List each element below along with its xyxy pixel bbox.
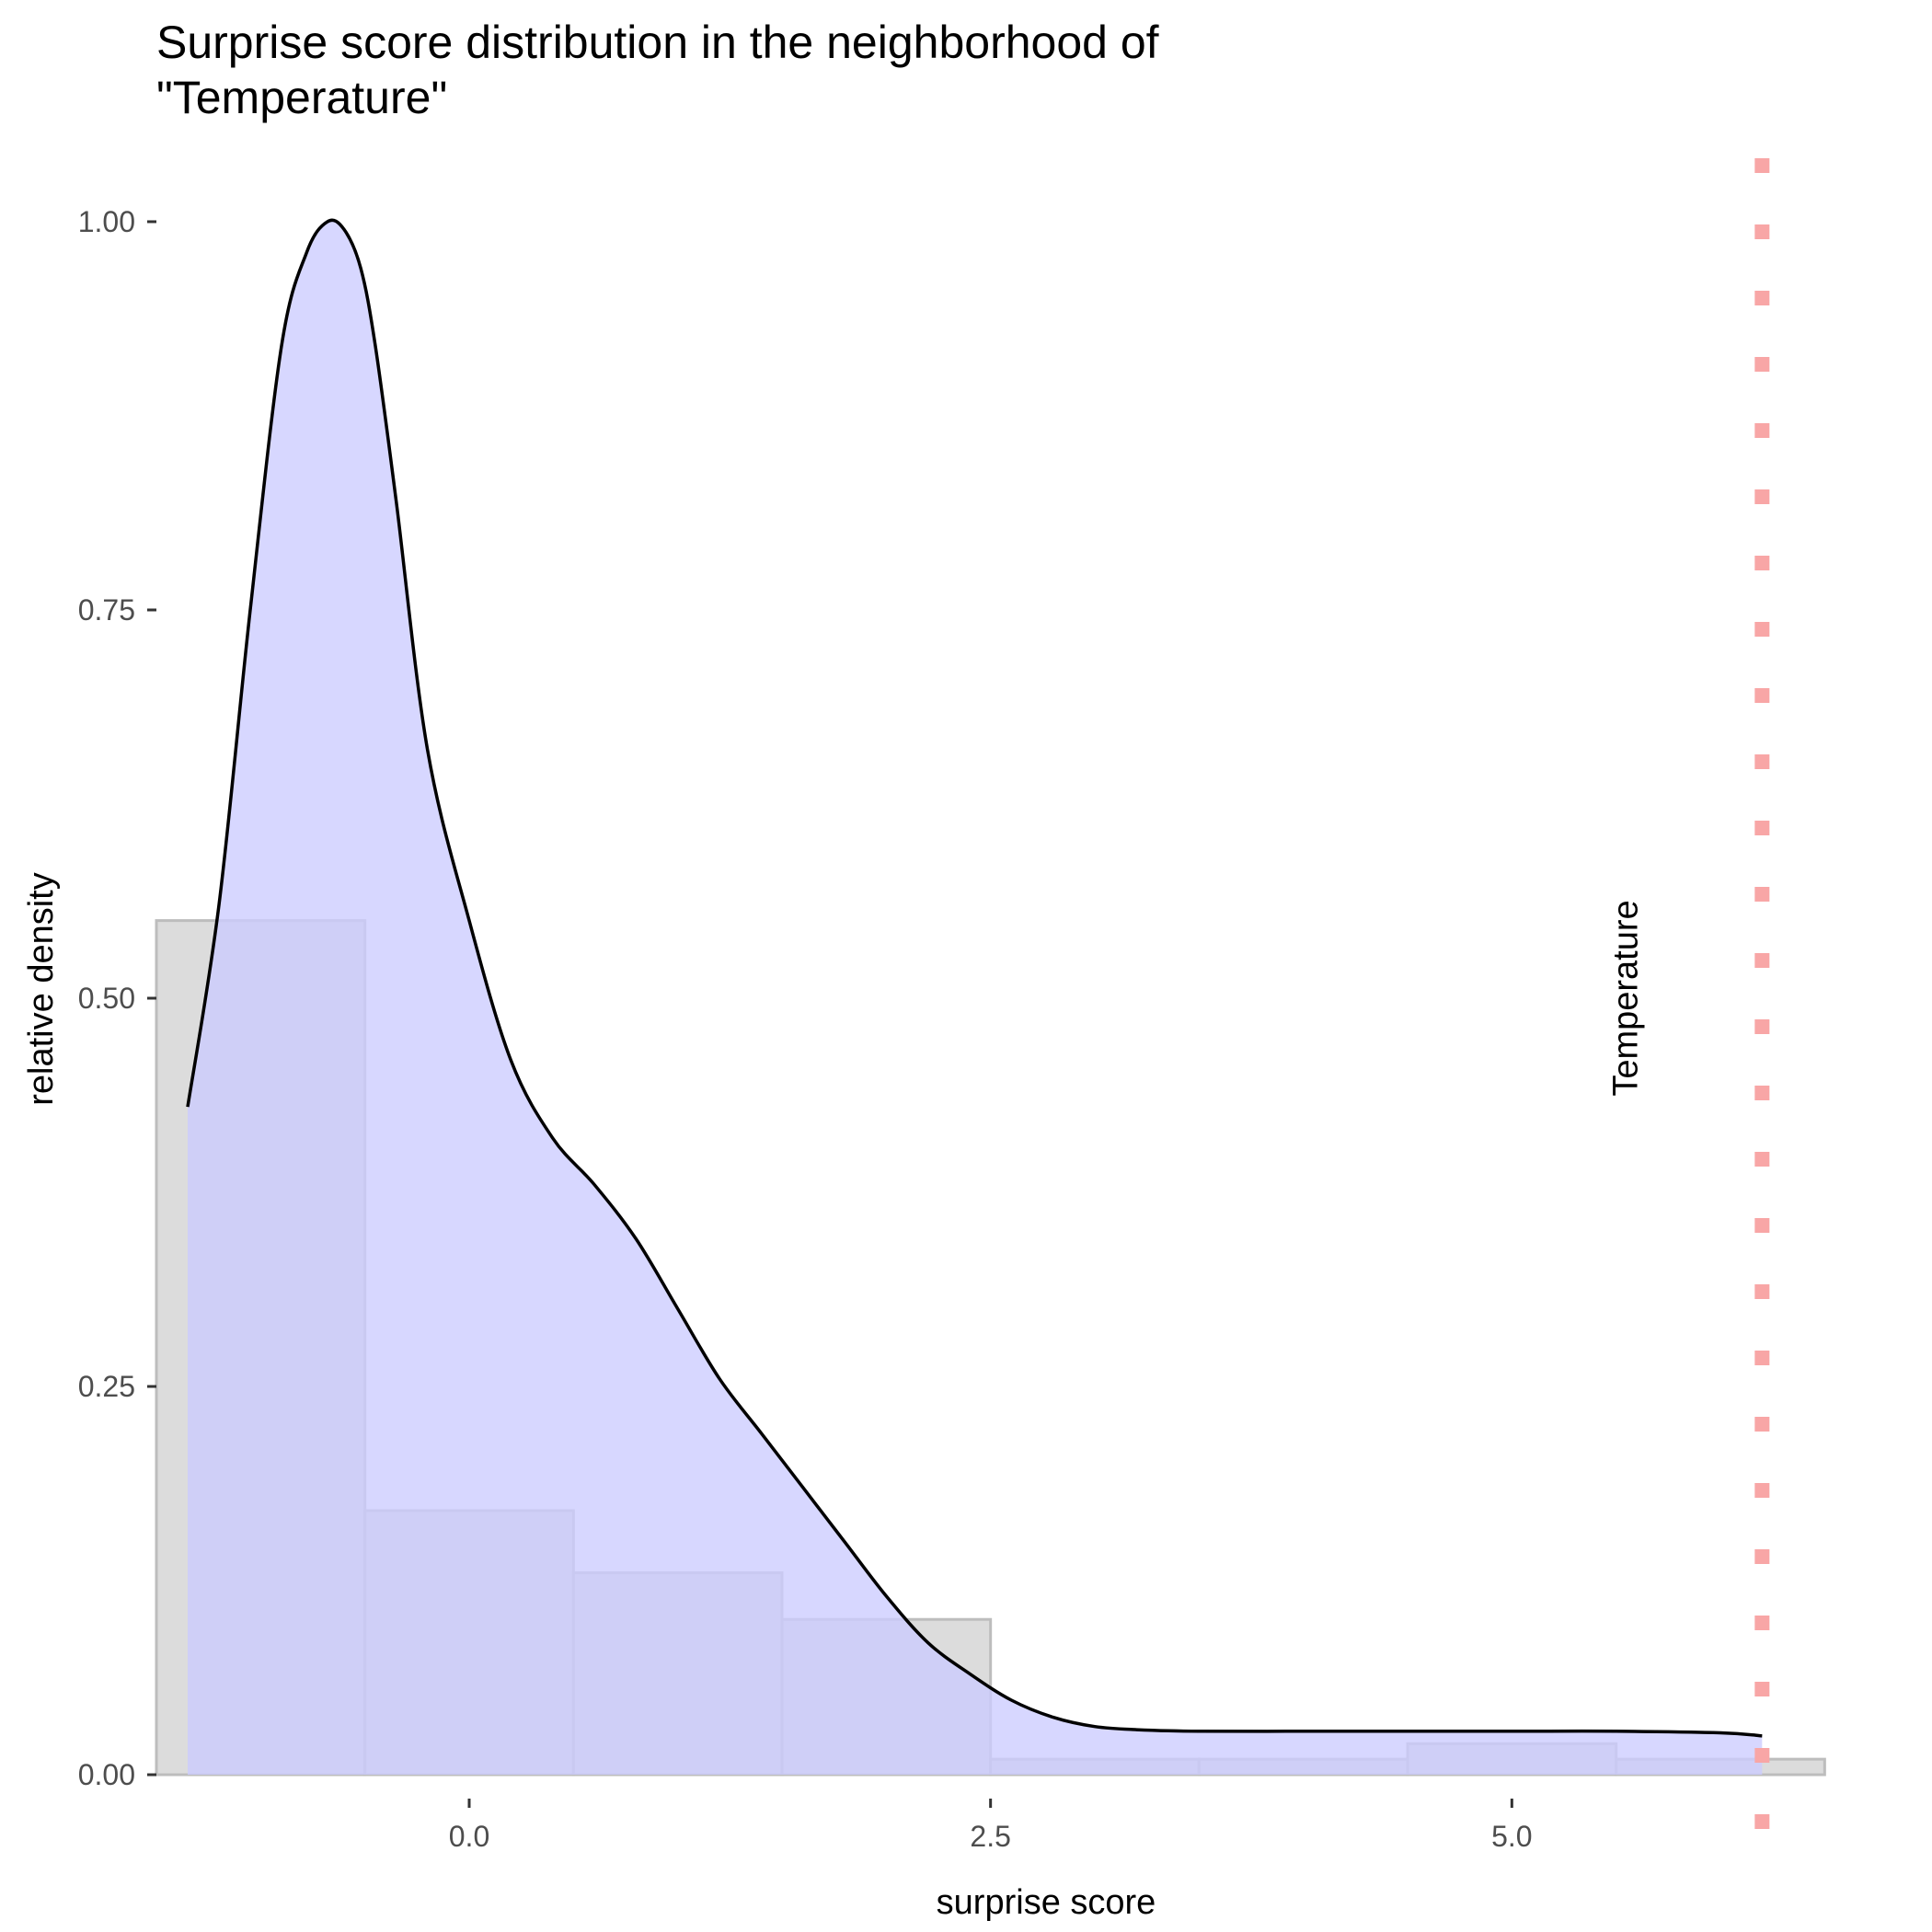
y-tick-label-1: 0.25 xyxy=(78,1370,135,1403)
y-tick-label-4: 1.00 xyxy=(78,205,135,238)
y-axis-title: relative density xyxy=(22,872,61,1105)
y-axis: 0.00 0.25 0.50 0.75 1.00 xyxy=(78,205,156,1791)
y-tick-label-0: 0.00 xyxy=(78,1758,135,1791)
x-axis: 0.0 2.5 5.0 xyxy=(449,1799,1533,1853)
density-area xyxy=(188,220,1763,1776)
chart-title-line-2: "Temperature" xyxy=(156,72,447,123)
y-tick-label-3: 0.75 xyxy=(78,593,135,627)
density-line xyxy=(186,218,1763,1738)
x-axis-title: surprise score xyxy=(937,1883,1156,1922)
chart-title-line-1: Surprise score distribution in the neigh… xyxy=(156,17,1159,68)
chart-title: Surprise score distribution in the neigh… xyxy=(156,17,1159,123)
density-curve xyxy=(186,218,1763,1776)
x-tick-label-1: 2.5 xyxy=(970,1820,1010,1853)
marker-label: Temperature xyxy=(1606,900,1645,1096)
x-tick-label-2: 5.0 xyxy=(1491,1820,1532,1853)
y-tick-label-2: 0.50 xyxy=(78,982,135,1015)
x-tick-label-0: 0.0 xyxy=(449,1820,489,1853)
